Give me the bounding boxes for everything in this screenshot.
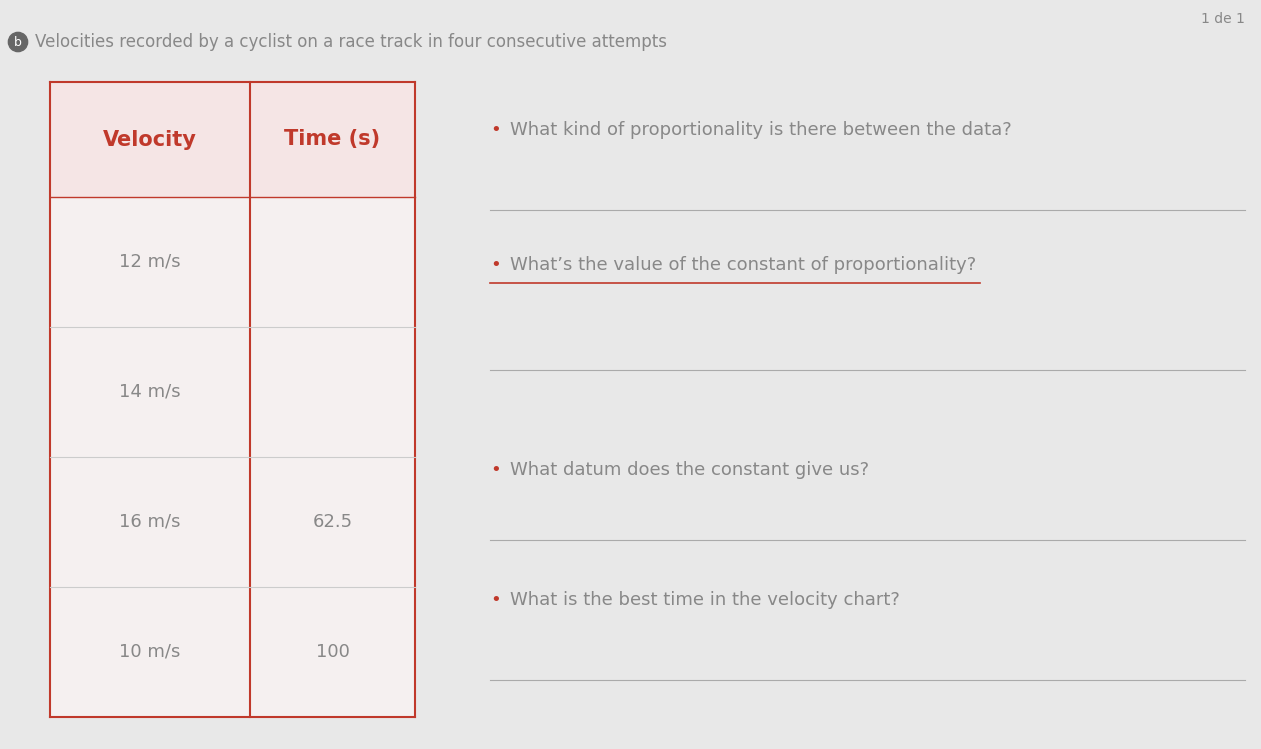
- Text: 100: 100: [315, 643, 349, 661]
- Text: •: •: [491, 256, 501, 274]
- Bar: [250, 82, 415, 197]
- Text: Velocities recorded by a cyclist on a race track in four consecutive attempts: Velocities recorded by a cyclist on a ra…: [35, 33, 667, 51]
- Text: What datum does the constant give us?: What datum does the constant give us?: [509, 461, 869, 479]
- Bar: [50, 457, 250, 587]
- Text: 16 m/s: 16 m/s: [120, 513, 180, 531]
- Text: What is the best time in the velocity chart?: What is the best time in the velocity ch…: [509, 591, 900, 609]
- Bar: [250, 457, 415, 587]
- Text: Time (s): Time (s): [285, 130, 381, 150]
- Text: b: b: [14, 35, 21, 49]
- Bar: [50, 327, 250, 457]
- Text: Velocity: Velocity: [103, 130, 197, 150]
- Bar: [50, 82, 250, 197]
- Bar: [50, 197, 250, 327]
- Bar: [250, 587, 415, 717]
- Text: •: •: [491, 591, 501, 609]
- Bar: [250, 197, 415, 327]
- Text: •: •: [491, 121, 501, 139]
- Text: •: •: [491, 461, 501, 479]
- Text: 1 de 1: 1 de 1: [1202, 12, 1245, 26]
- Text: 62.5: 62.5: [313, 513, 353, 531]
- Text: 12 m/s: 12 m/s: [120, 253, 180, 271]
- Bar: [50, 587, 250, 717]
- Text: What’s the value of the constant of proportionality?: What’s the value of the constant of prop…: [509, 256, 976, 274]
- Text: What kind of proportionality is there between the data?: What kind of proportionality is there be…: [509, 121, 1011, 139]
- Text: 10 m/s: 10 m/s: [120, 643, 180, 661]
- Text: 14 m/s: 14 m/s: [120, 383, 180, 401]
- Bar: [250, 327, 415, 457]
